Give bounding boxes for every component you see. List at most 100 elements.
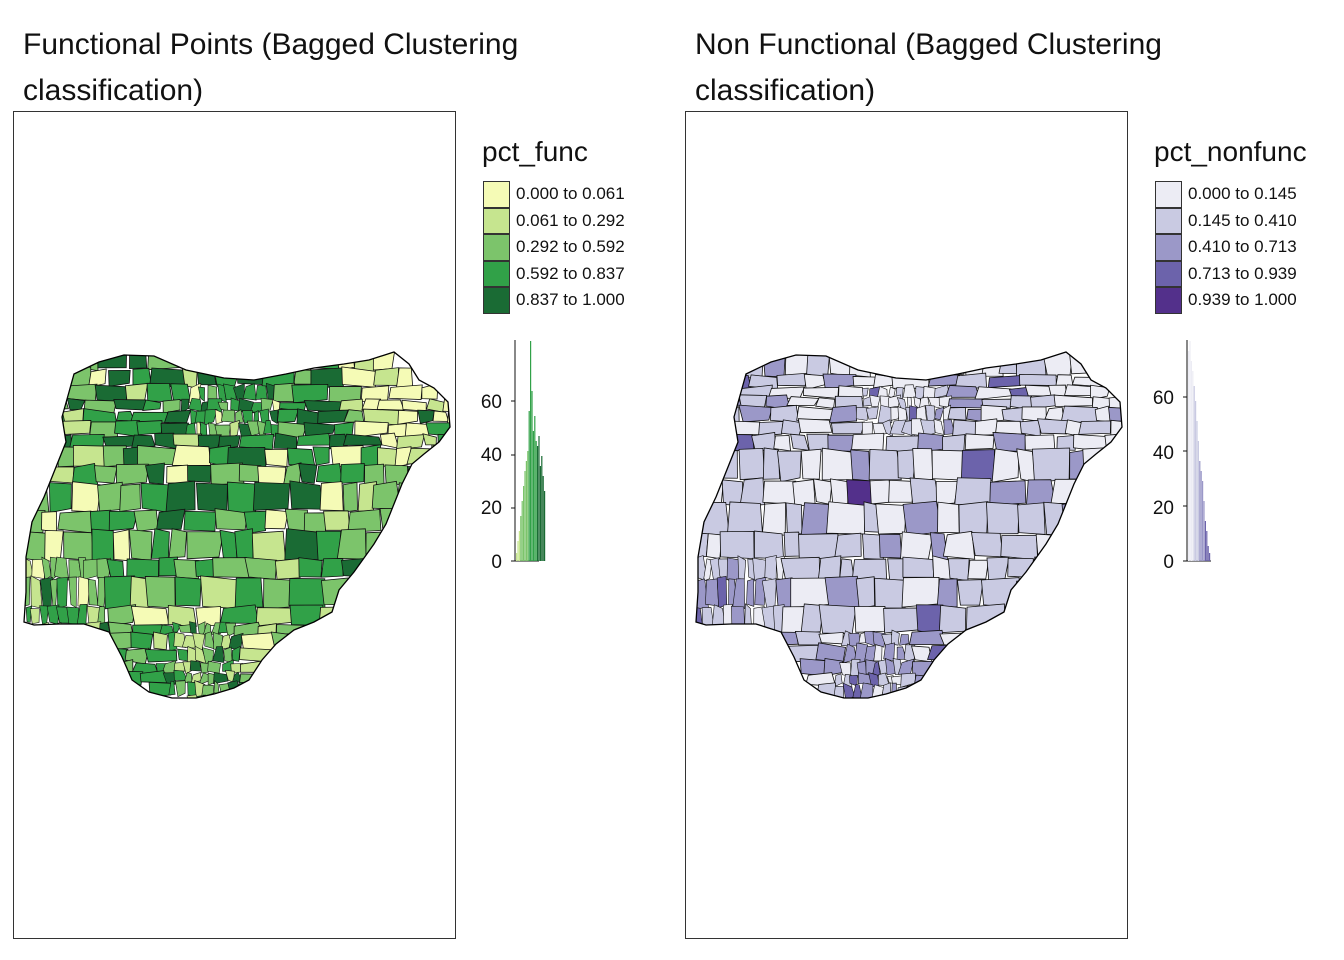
lga-region [162, 399, 181, 414]
lga-region [88, 368, 107, 388]
lga-region [902, 500, 942, 537]
lga-region [705, 578, 719, 607]
lga-region [776, 450, 802, 483]
lga-region [44, 530, 64, 562]
lga-region [1031, 447, 1071, 483]
lga-region [745, 352, 764, 379]
lga-region [319, 481, 344, 512]
lga-region [716, 575, 728, 608]
lga-region [144, 576, 176, 609]
lga-region [126, 558, 160, 579]
lga-region [252, 481, 291, 511]
legend-title: pct_nonfunc [1154, 136, 1307, 167]
histogram-bar [1196, 421, 1198, 561]
lga-region [1064, 384, 1095, 397]
lga-region [846, 479, 875, 507]
lga-region [877, 405, 893, 424]
lga-region [264, 509, 289, 530]
lga-region [991, 448, 1020, 483]
lga-region [826, 501, 866, 535]
histogram-bar [542, 476, 544, 561]
lga-region [336, 528, 367, 560]
lga-region [323, 510, 351, 531]
lga-region [48, 482, 72, 513]
lga-region [818, 631, 844, 645]
lga-region [396, 434, 425, 450]
lga-region [76, 603, 88, 626]
lga-region [945, 385, 981, 398]
lga-region [737, 555, 747, 580]
lga-region [243, 510, 269, 534]
lga-region [800, 448, 822, 480]
country-border [23, 351, 451, 699]
lga-region [1000, 534, 1039, 561]
lga-region [217, 435, 241, 450]
lga-region [227, 481, 257, 514]
histogram-tick-label: 60 [1153, 388, 1174, 409]
lga-regions [696, 352, 1122, 698]
lga-region [396, 367, 414, 388]
lga-region [183, 510, 217, 532]
lga-region [288, 578, 326, 610]
lga-region [942, 530, 976, 560]
lga-region [727, 501, 763, 533]
lga-region [878, 533, 903, 559]
lga-region [244, 557, 278, 580]
lga-region [303, 422, 337, 437]
lga-region [719, 530, 755, 560]
lga-region [762, 480, 797, 505]
histogram-bar [534, 416, 536, 561]
legend-swatch [483, 181, 510, 208]
lga-region [376, 399, 405, 411]
lga-region [888, 479, 915, 503]
lga-region [899, 634, 910, 646]
histogram-bar [520, 516, 522, 561]
lga-region [142, 399, 162, 412]
lga-region [796, 406, 834, 421]
lga-region [849, 352, 871, 378]
lga-region [130, 631, 154, 650]
lga-region [1019, 373, 1057, 386]
lga-region [901, 576, 940, 608]
lga-region [388, 384, 423, 400]
lga-region [967, 559, 990, 580]
lga-region [91, 528, 114, 561]
histogram-tick-label: 0 [1163, 552, 1174, 573]
lga-region [195, 694, 206, 698]
lga-region [207, 660, 221, 674]
lga-region [29, 445, 58, 467]
legend-swatch [1155, 287, 1182, 314]
lga-region [797, 418, 833, 434]
lga-region [913, 674, 939, 687]
lga-region [263, 578, 291, 610]
lga-region [850, 449, 871, 482]
lga-region [31, 559, 46, 579]
lga-region [989, 480, 1027, 506]
legend-title: pct_func [482, 136, 588, 167]
lga-region [829, 404, 858, 424]
lga-region [406, 447, 435, 465]
lga-region [920, 419, 936, 437]
lga-region [1035, 533, 1060, 560]
lga-region [698, 501, 730, 537]
lga-region [987, 375, 1021, 388]
lga-region [422, 433, 437, 446]
lga-region [156, 508, 186, 530]
lga-region [761, 502, 786, 536]
lga-region [342, 433, 383, 446]
lga-region [62, 420, 92, 435]
lga-region [136, 420, 163, 436]
lga-region [938, 604, 967, 634]
lga-region [851, 432, 885, 451]
lga-region [717, 352, 751, 375]
histogram-bar [524, 471, 526, 561]
lga-region [212, 557, 251, 578]
legend-swatch [483, 287, 510, 314]
lga-region [187, 465, 212, 483]
lga-region [942, 434, 966, 454]
histogram-bar [527, 451, 529, 561]
lga-region [57, 510, 94, 534]
map-title: Functional Points (Bagged Clustering cla… [23, 28, 519, 107]
lga-region [269, 409, 279, 425]
histogram-bar [538, 436, 540, 561]
